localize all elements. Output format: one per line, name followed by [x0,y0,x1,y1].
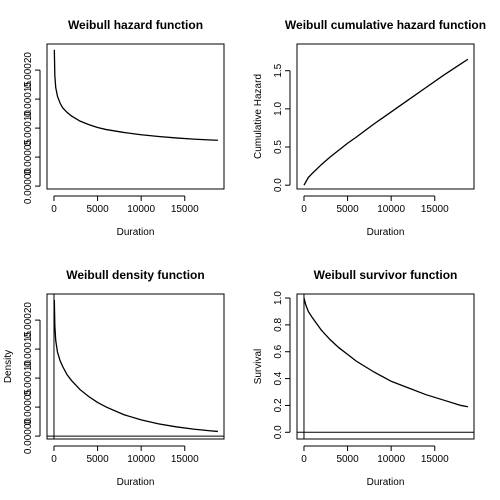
survivor-x-tick-label: 10000 [377,454,405,465]
hazard-series-line-0 [53,49,218,141]
survivor-y-tick-label: 0.2 [273,398,284,412]
density-y-tick-label: 0.00015 [23,331,34,368]
survivor-data-area [297,294,474,439]
panel-cumhazard: Weibull cumulative hazard function 0 5000 1… [253,18,486,238]
density-x-tick-label: 10000 [127,454,155,465]
survivor-x-tick-label: 0 [301,454,307,465]
hazard-x-label: Duration [117,227,155,238]
hazard-x-tick-label: 10000 [127,204,155,215]
hazard-y-tick-label: 0.00005 [23,139,34,176]
cumhazard-series-line-0 [303,58,469,186]
survivor-y-tick-label: 0.0 [273,425,284,439]
survivor-y-tick-label: 0.8 [273,317,284,331]
survivor-y-tick-label: 0.6 [273,344,284,358]
hazard-y-tick-label: 0.00015 [23,81,34,118]
density-y-tick-label: 0.00005 [23,389,34,426]
survivor-series-line-0 [303,297,469,408]
density-data-area [47,294,224,439]
cumhazard-data-area [303,58,469,186]
survivor-x-tick-label: 5000 [336,454,359,465]
hazard-data-area [53,49,218,141]
cumhazard-x-tick-label: 5000 [336,204,359,215]
survivor-x-tick-label: 15000 [421,454,449,465]
cumhazard-plot-frame [296,43,475,190]
survivor-x-label: Duration [367,477,405,488]
survivor-plot-frame [296,293,475,440]
density-x-label: Duration [117,477,155,488]
density-y-label: Density [3,350,14,383]
density-title: Weibull density function [66,268,204,282]
density-y-tick-label: 0.00020 [23,302,34,339]
density-y-tick-label: 0.00000 [23,418,34,455]
cumhazard-y-label: Cumulative Hazard [253,74,264,159]
cumhazard-y-tick-label: 1.0 [273,101,284,115]
density-series-line-0 [53,299,218,433]
survivor-y-label: Survival [253,349,264,385]
hazard-y-tick-label: 0.00000 [23,168,34,205]
survivor-y-tick-label: 1.0 [273,291,284,305]
cumhazard-x-tick-label: 10000 [377,204,405,215]
cumhazard-x-tick-label: 15000 [421,204,449,215]
density-x-tick-label: 15000 [171,454,199,465]
cumhazard-title: Weibull cumulative hazard function [285,18,486,32]
hazard-title: Weibull hazard function [68,18,203,32]
panel-density: Weibull density function 0 5000 10000 15000 0… [3,268,225,488]
density-x-tick-label: 0 [51,454,57,465]
hazard-x-tick-label: 15000 [171,204,199,215]
panel-survivor: Weibull survivor function 0 5000 10000 15000… [253,268,475,488]
density-y-tick-label: 0.00010 [23,360,34,397]
panel-hazard: Weibull hazard function 0 5000 10000 15000 0.… [23,18,225,238]
survivor-y-tick-label: 0.4 [273,371,284,385]
hazard-x-tick-label: 0 [51,204,57,215]
hazard-plot-frame [46,43,225,190]
hazard-y-tick-label: 0.00020 [23,52,34,89]
density-x-tick-label: 5000 [86,454,109,465]
cumhazard-x-tick-label: 0 [301,204,307,215]
hazard-x-tick-label: 5000 [86,204,109,215]
hazard-y-tick-label: 0.00010 [23,110,34,147]
cumhazard-x-label: Duration [367,227,405,238]
cumhazard-y-tick-label: 0.0 [273,178,284,192]
cumhazard-y-tick-label: 1.5 [273,63,284,77]
survivor-title: Weibull survivor function [314,268,458,282]
cumhazard-y-tick-label: 0.5 [273,140,284,154]
density-plot-frame [46,293,225,440]
